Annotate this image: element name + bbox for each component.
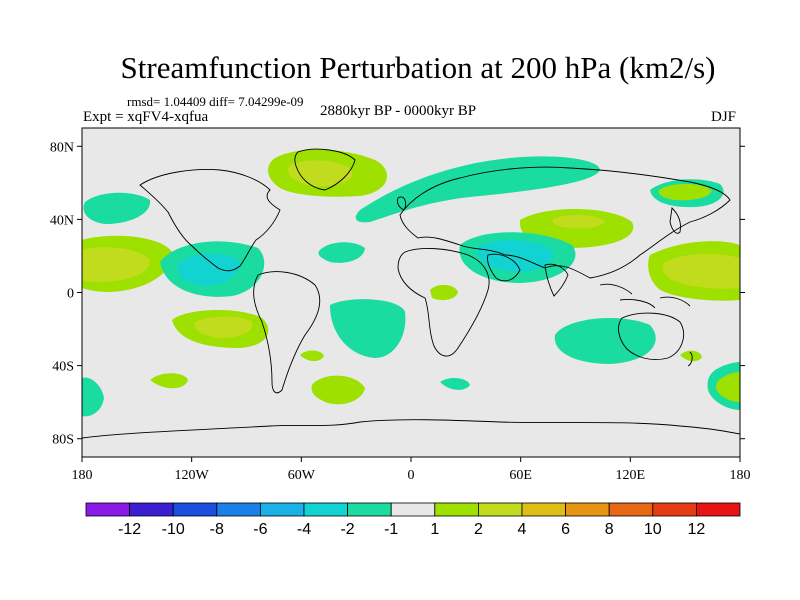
colorbar-box — [434, 502, 479, 517]
lon-label: 60W — [288, 468, 316, 483]
coast-north-america — [139, 169, 281, 272]
contour-asia-positive-inner — [552, 214, 605, 229]
coast-eurasia — [399, 166, 731, 279]
colorbar: -12 -10 -8 -6 -4 -2 -1 1 2 4 6 8 10 12 — [85, 502, 741, 538]
contour-spot-3 — [311, 375, 365, 405]
contour-wpacific-north-inner — [658, 183, 712, 201]
coast-india — [544, 263, 569, 297]
contour-satlantic-negative — [330, 299, 406, 358]
colorbar-box — [259, 502, 305, 517]
colorbar-box — [608, 502, 654, 517]
coast-japan — [669, 207, 681, 234]
contour-left-south — [82, 377, 104, 417]
contour-eurasia-negative — [355, 156, 600, 223]
colorbar-label: 2 — [474, 521, 483, 538]
colorbar-label: -12 — [118, 521, 141, 538]
stats-text: rmsd= 1.04409 diff= 7.04299e-09 — [127, 94, 304, 109]
colorbar-box — [390, 502, 436, 517]
lon-label: 180 — [730, 468, 751, 483]
colorbar-label: -1 — [384, 521, 398, 538]
colorbar-box — [172, 502, 218, 517]
contour-right-south-inner — [716, 372, 740, 402]
coastlines — [82, 148, 740, 439]
contour-epacific-inner — [82, 247, 150, 282]
colorbar-box — [303, 502, 348, 517]
coast-arabia — [487, 253, 521, 282]
coast-uk — [397, 196, 407, 211]
contour-caribbean-inner — [177, 253, 240, 286]
coast-antarctica — [82, 419, 740, 439]
contour-satlantic-north — [318, 242, 365, 263]
contour-indian-negative — [554, 317, 656, 364]
colorbar-box — [521, 502, 566, 517]
lon-label: 0 — [408, 468, 415, 483]
season-label: DJF — [711, 109, 737, 125]
coast-greenland — [294, 148, 356, 191]
colorbar-label: 4 — [518, 521, 527, 538]
colorbar-label: -4 — [297, 521, 311, 538]
chart-title: Streamfunction Perturbation at 200 hPa (… — [120, 50, 716, 85]
colorbar-label: -10 — [162, 521, 185, 538]
coast-indonesia — [599, 283, 691, 309]
coast-africa — [397, 248, 490, 357]
lat-label: 40S — [52, 360, 74, 375]
colorbar-label: -2 — [340, 521, 354, 538]
contour-atlantic-negative — [83, 192, 151, 224]
map-background — [82, 128, 740, 457]
contour-spot-1 — [300, 350, 324, 362]
colorbar-label: 12 — [688, 521, 706, 538]
coast-south-america — [253, 271, 321, 394]
contour-right-inner — [662, 253, 740, 289]
colorbar-label: -6 — [253, 521, 267, 538]
axis-labels: 80N 40N 0 40S 80S 180 120W 60W 0 60E 120E 180 — [50, 140, 751, 483]
colorbar-label: -8 — [210, 521, 224, 538]
lat-label: 40N — [50, 213, 74, 228]
contour-spot-4 — [440, 378, 470, 390]
colorbar-box — [696, 502, 741, 517]
lon-label: 120W — [175, 468, 210, 483]
experiment-label: Expt = xqFV4-xqfua — [83, 109, 209, 125]
colorbar-box — [347, 502, 392, 517]
lat-label: 80S — [52, 433, 74, 448]
colorbar-box — [129, 502, 174, 517]
colorbar-label: 1 — [430, 521, 439, 538]
colorbar-box — [477, 502, 523, 517]
lon-label: 180 — [72, 468, 93, 483]
colorbar-label: 6 — [561, 521, 570, 538]
lat-label: 0 — [67, 287, 74, 302]
colorbar-box — [85, 502, 130, 517]
colorbar-box — [652, 502, 697, 517]
period-label: 2880kyr BP - 0000kyr BP — [320, 103, 477, 119]
contour-spot-5 — [680, 350, 702, 362]
lon-label: 60E — [509, 468, 532, 483]
lon-label: 120E — [616, 468, 646, 483]
colorbar-label: 8 — [605, 521, 614, 538]
colorbar-label: 10 — [644, 521, 662, 538]
coast-australia — [618, 312, 684, 360]
coast-new-zealand — [687, 351, 693, 367]
colorbar-box — [565, 502, 610, 517]
contour-spacific-inner — [194, 316, 253, 338]
contour-africa-small — [430, 284, 458, 300]
contour-spot-2 — [150, 373, 188, 389]
colorbar-box — [216, 502, 261, 517]
lat-label: 80N — [50, 140, 74, 155]
